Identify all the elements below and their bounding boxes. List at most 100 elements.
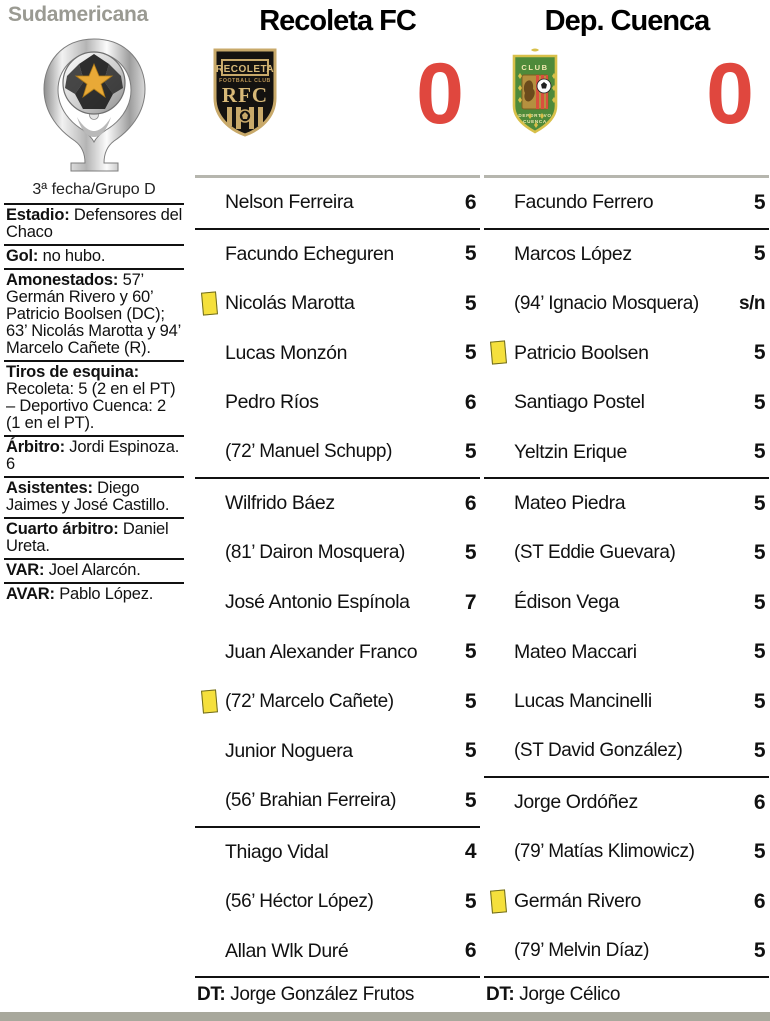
- home-player-rating: 6: [464, 390, 477, 414]
- away-player-row[interactable]: Mateo Maccari 5: [484, 628, 769, 678]
- info-arbitro-label: Árbitro:: [6, 437, 65, 456]
- home-player-row[interactable]: Lucas Monzón 5: [195, 329, 480, 379]
- home-player-rating: 5: [464, 541, 477, 565]
- away-player-row[interactable]: Édison Vega 5: [484, 578, 769, 628]
- stage-label: 3ª fecha/Grupo D: [32, 181, 156, 198]
- home-player-rating: 7: [464, 590, 477, 614]
- away-coach-row: DT: Jorge Célico: [484, 976, 769, 1010]
- info-asistentes: Asistentes: Diego Jaimes y José Castillo…: [4, 475, 184, 517]
- away-player-row[interactable]: (94’ Ignacio Mosquera) s/n: [484, 279, 769, 329]
- away-player-name: Marcos López: [514, 242, 632, 265]
- home-player-rating: 5: [464, 291, 477, 315]
- home-player-row[interactable]: Junior Noguera 5: [195, 727, 480, 777]
- away-player-row[interactable]: Mateo Piedra 5: [484, 479, 769, 529]
- home-player-name: Allan Wlk Duré: [225, 939, 349, 962]
- home-player-row[interactable]: (56’ Brahian Ferreira) 5: [195, 776, 480, 826]
- away-player-name: Mateo Piedra: [514, 492, 626, 515]
- info-estadio-label: Estadio:: [6, 206, 70, 224]
- bottom-accent-bar: [0, 1012, 770, 1021]
- away-player-row[interactable]: Facundo Ferrero 5: [484, 178, 769, 228]
- info-arbitro: Árbitro: Jordi Espinoza. 6: [4, 434, 184, 476]
- info-var: VAR: Joel Alarcón.: [4, 557, 184, 582]
- away-player-rating: 6: [753, 889, 766, 913]
- home-player-row[interactable]: Juan Alexander Franco 5: [195, 628, 480, 678]
- yellow-card-icon: [490, 889, 507, 914]
- competition-title: Sudamericana: [8, 3, 148, 26]
- away-player-name: (79’ Matías Klimowicz): [514, 841, 695, 863]
- away-player-row[interactable]: Jorge Ordóñez 6: [484, 778, 769, 828]
- yellow-card-icon: [201, 689, 218, 714]
- home-player-row[interactable]: (72’ Marcelo Cañete) 5: [195, 677, 480, 727]
- away-player-row[interactable]: Santiago Postel 5: [484, 378, 769, 428]
- home-player-name: José Antonio Espínola: [225, 591, 410, 614]
- home-player-row[interactable]: José Antonio Espínola 7: [195, 578, 480, 628]
- match-info-sidebar: Sudamericana: [0, 0, 190, 1021]
- away-player-row[interactable]: Patricio Boolsen 5: [484, 329, 769, 379]
- away-player-row[interactable]: Lucas Mancinelli 5: [484, 677, 769, 727]
- home-player-row[interactable]: Nelson Ferreira 6: [195, 178, 480, 228]
- info-var-label: VAR:: [6, 560, 45, 579]
- home-player-row[interactable]: Wilfrido Báez 6: [195, 479, 480, 529]
- away-player-rating: 5: [753, 840, 766, 864]
- home-player-row[interactable]: Thiago Vidal 4: [195, 828, 480, 878]
- home-player-row[interactable]: Nicolás Marotta 5: [195, 279, 480, 329]
- away-player-row[interactable]: Marcos López 5: [484, 230, 769, 280]
- away-player-rating: 5: [753, 491, 766, 515]
- away-position-group: Jorge Ordóñez 6 (79’ Matías Klimowicz) 5 Ger…: [484, 776, 769, 976]
- home-player-name: (56’ Brahian Ferreira): [225, 789, 397, 811]
- away-player-rating: 5: [753, 541, 766, 565]
- away-player-name: (ST Eddie Guevara): [514, 542, 676, 564]
- away-player-name: (94’ Ignacio Mosquera): [514, 292, 699, 314]
- info-asistentes-value: Diego Jaimes y José Castillo.: [6, 478, 170, 514]
- home-position-group: Wilfrido Báez 6 (81’ Dairon Mosquera) 5 José…: [195, 477, 480, 826]
- info-arbitro-value: Jordi Espinoza. 6: [6, 437, 180, 473]
- home-player-row[interactable]: Facundo Echeguren 5: [195, 230, 480, 280]
- home-player-row[interactable]: Allan Wlk Duré 6: [195, 927, 480, 977]
- info-gol-label: Gol:: [6, 246, 39, 265]
- away-player-rating: 5: [753, 939, 766, 963]
- home-team-score: 0: [416, 46, 464, 143]
- info-amonestados-value: 57’ Germán Rivero y 60’ Patricio Boolsen…: [6, 270, 181, 357]
- yellow-card-icon: [201, 291, 218, 316]
- info-asistentes-label: Asistentes:: [6, 478, 93, 497]
- home-team-lineup: Nelson Ferreira 6 Facundo Echeguren 5 Nicolá…: [195, 175, 480, 1010]
- away-player-name: Yeltzin Erique: [514, 440, 627, 463]
- away-player-rating: 5: [753, 590, 766, 614]
- home-player-name: (72’ Marcelo Cañete): [225, 690, 394, 712]
- info-tiros-esquina-label: Tiros de esquina:: [6, 362, 139, 381]
- home-coach-label: DT:: [197, 984, 226, 1005]
- info-gol: Gol: no hubo.: [4, 243, 184, 268]
- away-player-rating: 5: [753, 341, 766, 365]
- away-player-row[interactable]: (79’ Melvin Díaz) 5: [484, 927, 769, 977]
- away-player-row[interactable]: Yeltzin Erique 5: [484, 428, 769, 478]
- home-player-rating: 5: [464, 788, 477, 812]
- home-player-row[interactable]: (81’ Dairon Mosquera) 5: [195, 529, 480, 579]
- away-player-row[interactable]: Germán Rivero 6: [484, 877, 769, 927]
- away-position-group: Facundo Ferrero 5: [484, 178, 769, 228]
- away-player-rating: 5: [753, 440, 766, 464]
- yellow-card-icon: [490, 340, 507, 365]
- away-player-name: (79’ Melvin Díaz): [514, 940, 650, 962]
- away-player-name: (ST David González): [514, 740, 683, 762]
- away-player-row[interactable]: (ST Eddie Guevara) 5: [484, 529, 769, 579]
- svg-text:RECOLETA: RECOLETA: [216, 64, 274, 75]
- away-player-row[interactable]: (ST David González) 5: [484, 727, 769, 777]
- info-gol-value: no hubo.: [42, 246, 106, 265]
- away-coach-label: DT:: [486, 984, 515, 1005]
- home-coach-name: Jorge González Frutos: [225, 984, 415, 1005]
- away-team-score: 0: [706, 46, 754, 143]
- home-player-name: (56’ Héctor López): [225, 890, 374, 912]
- home-player-row[interactable]: (56’ Héctor López) 5: [195, 877, 480, 927]
- away-coach-name: Jorge Célico: [514, 984, 621, 1005]
- home-player-row[interactable]: Pedro Ríos 6: [195, 378, 480, 428]
- home-player-name: Wilfrido Báez: [225, 492, 335, 515]
- home-player-name: Lucas Monzón: [225, 341, 348, 364]
- away-player-rating: 5: [753, 390, 766, 414]
- home-player-name: Juan Alexander Franco: [225, 640, 418, 663]
- away-player-row[interactable]: (79’ Matías Klimowicz) 5: [484, 828, 769, 878]
- away-player-name: Facundo Ferrero: [514, 191, 654, 214]
- home-coach-row: DT: Jorge González Frutos: [195, 976, 480, 1010]
- home-player-name: Pedro Ríos: [225, 391, 319, 414]
- home-player-name: Junior Noguera: [225, 739, 353, 762]
- home-player-row[interactable]: (72’ Manuel Schupp) 5: [195, 428, 480, 478]
